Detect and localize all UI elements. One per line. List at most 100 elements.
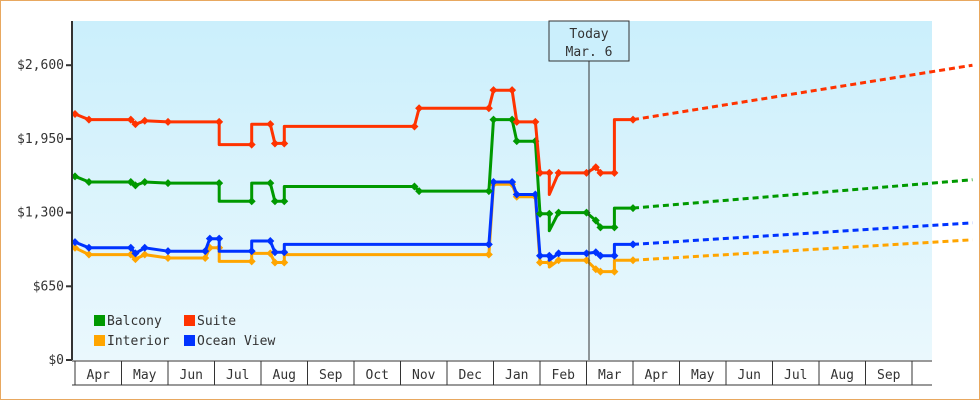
x-tick-label: Aug xyxy=(831,368,854,383)
data-point-marker[interactable] xyxy=(131,120,140,129)
data-point-marker[interactable] xyxy=(512,137,521,146)
data-point-marker[interactable] xyxy=(270,139,279,148)
data-point-marker[interactable] xyxy=(508,86,517,95)
data-point-marker[interactable] xyxy=(84,250,93,259)
data-point-marker[interactable] xyxy=(545,251,554,260)
data-point-marker[interactable] xyxy=(201,253,210,262)
data-point-marker[interactable] xyxy=(126,177,135,186)
data-point-marker[interactable] xyxy=(280,139,289,148)
data-point-marker[interactable] xyxy=(610,223,619,232)
data-point-marker[interactable] xyxy=(84,243,93,252)
data-point-marker[interactable] xyxy=(247,247,256,256)
data-point-marker[interactable] xyxy=(280,197,289,206)
data-point-marker[interactable] xyxy=(280,258,289,267)
data-point-marker[interactable] xyxy=(131,249,140,258)
data-point-marker[interactable] xyxy=(610,267,619,276)
data-point-marker[interactable] xyxy=(410,182,419,191)
data-point-marker[interactable] xyxy=(512,117,521,126)
data-point-marker[interactable] xyxy=(410,122,419,131)
data-point-marker[interactable] xyxy=(126,115,135,124)
data-point-marker[interactable] xyxy=(629,240,637,249)
data-point-marker[interactable] xyxy=(596,251,605,260)
x-tick-label: Dec xyxy=(459,368,482,383)
data-point-marker[interactable] xyxy=(140,116,149,125)
data-point-marker[interactable] xyxy=(131,181,140,190)
forecast-line xyxy=(632,238,973,262)
data-point-marker[interactable] xyxy=(247,140,256,149)
data-point-marker[interactable] xyxy=(270,248,279,257)
data-point-marker[interactable] xyxy=(610,251,619,260)
data-point-marker[interactable] xyxy=(247,257,256,266)
data-point-marker[interactable] xyxy=(489,177,498,186)
y-tick-label: $1,300 xyxy=(17,206,64,221)
data-point-marker[interactable] xyxy=(489,115,498,124)
data-point-marker[interactable] xyxy=(84,177,93,186)
data-point-marker[interactable] xyxy=(164,179,172,188)
data-point-marker[interactable] xyxy=(596,168,605,177)
data-point-marker[interactable] xyxy=(531,117,540,126)
x-tick-label: Jul xyxy=(226,368,249,383)
data-point-marker[interactable] xyxy=(512,190,521,199)
data-point-marker[interactable] xyxy=(591,216,600,225)
data-point-marker[interactable] xyxy=(266,120,275,129)
data-point-marker[interactable] xyxy=(591,248,600,257)
data-point-marker[interactable] xyxy=(545,209,554,218)
data-point-marker[interactable] xyxy=(126,243,135,252)
data-point-marker[interactable] xyxy=(484,104,493,113)
data-point-marker[interactable] xyxy=(266,236,275,245)
data-point-marker[interactable] xyxy=(536,251,544,260)
data-point-marker[interactable] xyxy=(489,86,498,95)
x-tick-label: Jan xyxy=(505,368,528,383)
series-ocean-view xyxy=(71,177,973,262)
data-point-marker[interactable] xyxy=(140,243,149,252)
data-point-marker[interactable] xyxy=(536,209,544,218)
data-point-marker[interactable] xyxy=(536,168,544,177)
data-point-marker[interactable] xyxy=(131,255,140,264)
data-point-marker[interactable] xyxy=(270,197,279,206)
data-point-marker[interactable] xyxy=(554,168,563,177)
x-tick-label: Apr xyxy=(87,368,111,383)
data-point-marker[interactable] xyxy=(215,179,224,188)
data-point-marker[interactable] xyxy=(508,177,517,186)
data-point-marker[interactable] xyxy=(536,258,544,267)
data-point-marker[interactable] xyxy=(415,104,424,113)
data-point-marker[interactable] xyxy=(215,234,224,243)
data-point-marker[interactable] xyxy=(270,258,279,267)
data-point-marker[interactable] xyxy=(164,253,172,262)
y-tick-label: $0 xyxy=(48,353,64,368)
data-point-marker[interactable] xyxy=(610,168,619,177)
data-point-marker[interactable] xyxy=(596,223,605,232)
data-point-marker[interactable] xyxy=(164,247,172,256)
data-point-marker[interactable] xyxy=(484,187,493,196)
data-point-marker[interactable] xyxy=(215,117,224,126)
series-balcony xyxy=(71,115,973,233)
data-point-marker[interactable] xyxy=(266,179,275,188)
legend-item-ocean-view[interactable]: Ocean View xyxy=(184,334,275,349)
forecast-line xyxy=(632,178,973,210)
data-point-marker[interactable] xyxy=(201,247,210,256)
data-point-marker[interactable] xyxy=(415,187,424,196)
data-point-marker[interactable] xyxy=(591,163,600,172)
legend-item-balcony[interactable]: Balcony xyxy=(94,314,162,329)
data-point-marker[interactable] xyxy=(140,250,149,259)
data-point-marker[interactable] xyxy=(84,115,93,124)
x-tick-label: Apr xyxy=(645,368,669,383)
data-point-marker[interactable] xyxy=(596,267,605,276)
data-point-marker[interactable] xyxy=(140,177,149,186)
legend-item-suite[interactable]: Suite xyxy=(184,314,236,329)
legend: Balcony Suite Interior Ocean View xyxy=(94,314,275,349)
data-point-marker[interactable] xyxy=(247,197,256,206)
data-point-marker[interactable] xyxy=(205,234,214,243)
legend-swatch xyxy=(184,335,195,346)
data-point-marker[interactable] xyxy=(554,208,563,217)
data-point-marker[interactable] xyxy=(484,240,493,249)
data-point-marker[interactable] xyxy=(280,248,289,257)
data-point-marker[interactable] xyxy=(545,168,554,177)
today-label: Today xyxy=(569,27,608,42)
data-point-marker[interactable] xyxy=(554,256,563,265)
data-point-marker[interactable] xyxy=(164,117,172,126)
data-point-marker[interactable] xyxy=(484,250,493,259)
data-point-marker[interactable] xyxy=(554,249,563,258)
legend-item-interior[interactable]: Interior xyxy=(94,334,170,349)
